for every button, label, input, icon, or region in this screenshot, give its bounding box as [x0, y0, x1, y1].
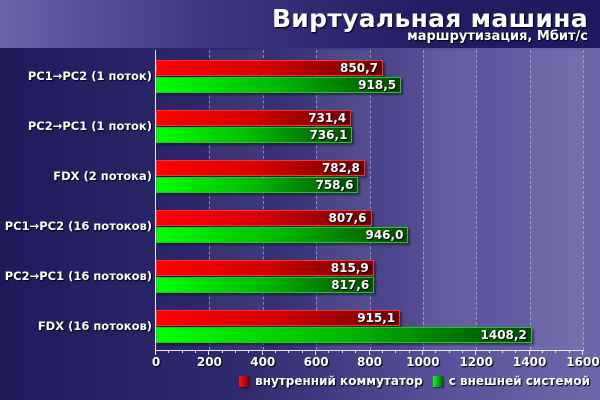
- tick-mark: [368, 350, 370, 355]
- bar-external: 946,0: [156, 227, 409, 243]
- category-label: FDX (16 потоков): [37, 319, 152, 333]
- tick-label: 1200: [459, 355, 493, 369]
- tick-mark: [315, 350, 317, 355]
- gridline: [422, 50, 424, 350]
- minor-tick: [408, 350, 410, 353]
- minor-tick: [435, 350, 437, 353]
- minor-tick: [195, 350, 197, 353]
- minor-tick: [301, 350, 303, 353]
- bar-internal: 815,9: [156, 260, 374, 276]
- minor-tick: [275, 350, 277, 353]
- tick-label: 400: [250, 355, 276, 369]
- tick-mark: [261, 350, 263, 355]
- tick-label: 800: [356, 355, 383, 369]
- chart-subtitle: маршрутизация, Мбит/с: [407, 29, 588, 44]
- minor-tick: [328, 350, 330, 353]
- gridline: [529, 50, 531, 350]
- minor-tick: [341, 350, 343, 353]
- category-label: FDX (2 потока): [53, 169, 152, 183]
- bar-value-label: 758,6: [315, 178, 354, 192]
- bar-value-label: 817,6: [331, 278, 370, 292]
- chart-title: Виртуальная машина: [271, 4, 588, 33]
- plot-area: [156, 50, 584, 350]
- tick-mark: [155, 350, 156, 355]
- grid-band: [209, 50, 263, 350]
- bar-value-label: 1408,2: [480, 328, 527, 342]
- minor-tick: [235, 350, 237, 353]
- bar-external: 758,6: [156, 177, 359, 193]
- minor-tick: [568, 350, 570, 353]
- bar-value-label: 918,5: [358, 78, 397, 92]
- tick-label: 1600: [566, 355, 600, 369]
- minor-tick: [355, 350, 357, 353]
- bar-value-label: 736,1: [309, 128, 348, 142]
- legend-label-internal: внутренний коммутатор: [255, 374, 423, 388]
- tick-label: 600: [303, 355, 329, 369]
- bar-internal: 850,7: [156, 60, 384, 76]
- minor-tick: [488, 350, 490, 353]
- gridline: [369, 50, 371, 350]
- bar-internal: 807,6: [156, 210, 372, 226]
- minor-tick: [515, 350, 517, 353]
- minor-tick: [501, 350, 503, 353]
- legend-swatch-internal: [239, 375, 250, 387]
- bar-internal: 731,4: [156, 110, 352, 126]
- bar-external: 817,6: [156, 277, 375, 293]
- gridline: [583, 50, 584, 350]
- gridline: [316, 50, 318, 350]
- bar-value-label: 807,6: [328, 211, 367, 225]
- minor-tick: [448, 350, 450, 353]
- bar-value-label: 850,7: [340, 61, 379, 75]
- bar-value-label: 731,4: [308, 111, 347, 125]
- bar-value-label: 946,0: [365, 228, 404, 242]
- bar-internal: 782,8: [156, 160, 365, 176]
- tick-mark: [582, 350, 583, 355]
- tick-mark: [421, 350, 423, 355]
- bar-value-label: 815,9: [330, 261, 369, 275]
- legend-label-external: с внешней системой: [448, 374, 590, 388]
- minor-tick: [181, 350, 183, 353]
- bar-external: 918,5: [156, 77, 402, 93]
- minor-tick: [381, 350, 383, 353]
- tick-label: 1400: [512, 355, 547, 369]
- gridline: [476, 50, 478, 350]
- tick-mark: [528, 350, 530, 355]
- minor-tick: [221, 350, 223, 353]
- minor-tick: [395, 350, 397, 353]
- y-axis: [155, 50, 156, 351]
- header-band: Виртуальная машина маршрутизация, Мбит/с: [0, 0, 600, 48]
- bar-value-label: 915,1: [357, 311, 396, 325]
- minor-tick: [541, 350, 543, 353]
- tick-mark: [208, 350, 210, 355]
- minor-tick: [555, 350, 557, 353]
- tick-label: 1000: [406, 355, 440, 369]
- gridline: [262, 50, 264, 350]
- grid-band: [422, 50, 477, 350]
- grid-band: [529, 50, 583, 350]
- category-label: PC1→PC2 (16 потоков): [4, 219, 152, 233]
- category-label: PC2→PC1 (1 поток): [27, 119, 152, 133]
- legend: внутренний коммутатор с внешней системой: [229, 374, 590, 388]
- x-axis: [155, 350, 584, 351]
- bar-external: 736,1: [156, 127, 353, 143]
- bar-internal: 915,1: [156, 310, 401, 326]
- tick-label: 200: [196, 355, 222, 369]
- category-label: PC2→PC1 (16 потоков): [4, 269, 152, 283]
- minor-tick: [288, 350, 290, 353]
- gridline: [209, 50, 211, 350]
- grid-band: [316, 50, 370, 350]
- category-label: PC1→PC2 (1 поток): [27, 69, 152, 83]
- bar-external: 1408,2: [156, 327, 532, 343]
- tick-mark: [475, 350, 477, 355]
- minor-tick: [248, 350, 250, 353]
- bar-value-label: 782,8: [321, 161, 360, 175]
- minor-tick: [461, 350, 463, 353]
- legend-swatch-external: [432, 375, 443, 387]
- tick-label: 0: [151, 355, 161, 369]
- minor-tick: [168, 350, 170, 353]
